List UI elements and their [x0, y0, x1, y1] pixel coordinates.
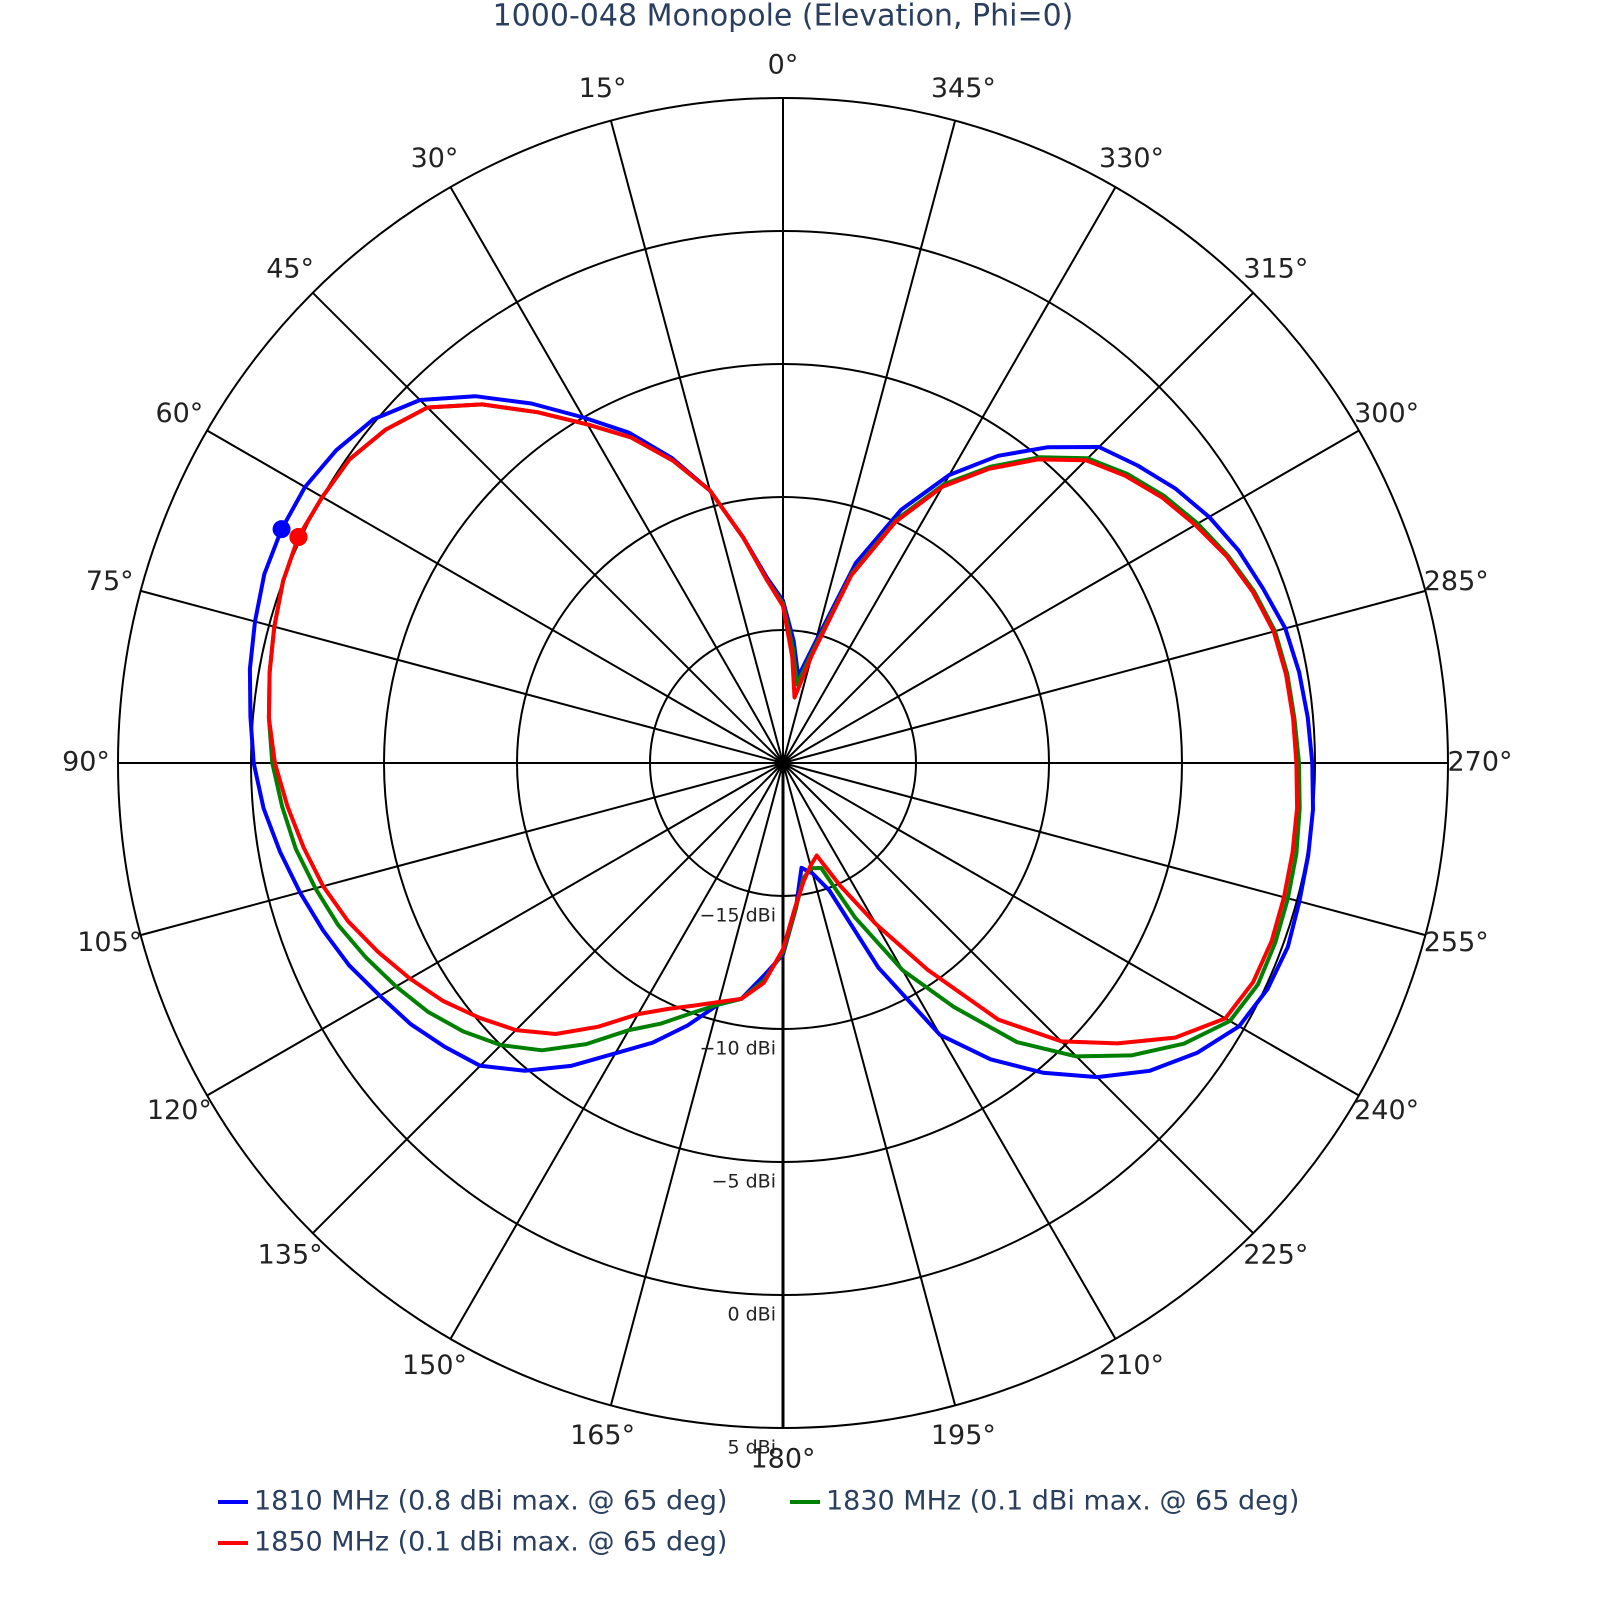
legend-label: 1810 MHz (0.8 dBi max. @ 65 deg) [254, 1486, 727, 1517]
grid-spoke [206, 429, 784, 764]
angular-tick-label: 270° [1447, 747, 1512, 778]
angular-tick-label: 120° [147, 1095, 212, 1126]
angular-tick-label: 0° [768, 50, 799, 81]
angular-tick-label: 105° [77, 927, 142, 958]
radial-tick-label: −10 dBi [699, 1038, 776, 1060]
angular-tick-label: 60° [155, 398, 203, 429]
grid-spoke [782, 292, 1254, 764]
grid-spoke [782, 762, 1254, 1234]
radial-tick-label: −15 dBi [699, 905, 776, 927]
angular-tick-label: 210° [1099, 1350, 1164, 1381]
angular-tick-label: 135° [258, 1239, 323, 1270]
angular-tick-label: 90° [62, 747, 110, 778]
grid-spoke [609, 762, 784, 1406]
grid-spoke [782, 429, 1360, 764]
peak-marker [272, 520, 291, 539]
grid-spoke [609, 120, 784, 764]
grid-spoke [782, 589, 1426, 764]
grid-spoke [782, 762, 1360, 1097]
angular-tick-label: 150° [402, 1350, 467, 1381]
grid-spoke [140, 762, 784, 937]
grid-spoke [140, 589, 784, 764]
radial-tick-label: −5 dBi [712, 1171, 776, 1193]
legend-label: 1850 MHz (0.1 dBi max. @ 65 deg) [254, 1527, 727, 1558]
angular-tick-label: 75° [86, 566, 134, 597]
grid-spoke [312, 292, 784, 764]
angular-tick-label: 255° [1424, 927, 1489, 958]
angular-tick-label: 225° [1243, 1239, 1308, 1270]
angular-tick-label: 45° [266, 254, 314, 285]
angular-tick-label: 195° [931, 1420, 996, 1451]
peak-marker [289, 528, 308, 547]
legend-label: 1830 MHz (0.1 dBi max. @ 65 deg) [826, 1486, 1299, 1517]
grid-spoke [312, 762, 784, 1234]
radial-tick-label: 0 dBi [727, 1304, 776, 1326]
angular-tick-label: 15° [579, 73, 627, 104]
grid-spoke [206, 762, 784, 1097]
grid-spoke [449, 186, 784, 764]
grid-spoke [782, 762, 1426, 937]
angular-tick-label: 300° [1354, 398, 1419, 429]
angular-tick-label: 315° [1243, 254, 1308, 285]
series-line [266, 402, 1300, 1046]
chart-title: 1000-048 Monopole (Elevation, Phi=0) [493, 0, 1074, 34]
angular-tick-label: 285° [1424, 566, 1489, 597]
angular-tick-label: 165° [570, 1420, 635, 1451]
angular-tick-label: 180° [750, 1444, 815, 1475]
grid-spoke [782, 762, 1117, 1340]
angular-tick-label: 240° [1354, 1095, 1419, 1126]
radial-tick-label: 5 dBi [727, 1437, 776, 1459]
angular-tick-label: 330° [1099, 143, 1164, 174]
angular-tick-label: 345° [931, 73, 996, 104]
angular-tick-label: 30° [411, 143, 459, 174]
